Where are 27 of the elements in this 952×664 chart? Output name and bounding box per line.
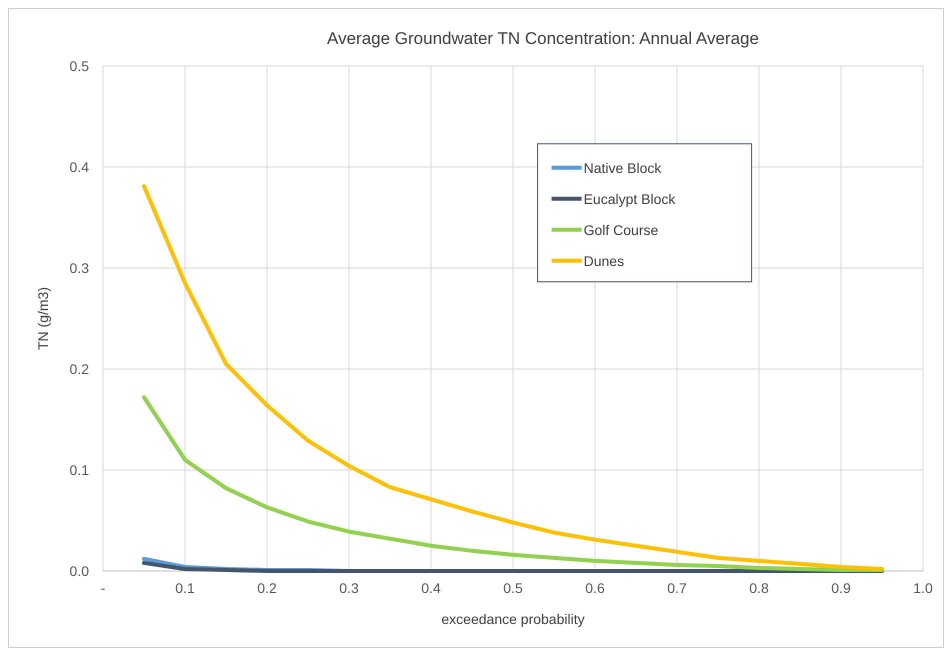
x-tick-label: 0.2 bbox=[257, 580, 277, 596]
line-series bbox=[142, 184, 884, 571]
x-tick-label: 0.5 bbox=[503, 580, 523, 596]
legend-label: Eucalypt Block bbox=[584, 190, 676, 207]
x-tick-label: - bbox=[100, 580, 106, 596]
text: 0.0 bbox=[70, 563, 89, 579]
line-series bbox=[142, 395, 884, 572]
legend-label: Native Block bbox=[584, 160, 662, 176]
x-axis-title: exceedance probability bbox=[441, 611, 585, 627]
y-tick-label: 0.5 bbox=[70, 58, 90, 74]
legend-label: Dunes bbox=[584, 252, 624, 269]
y-tick-label: 0.1 bbox=[70, 462, 90, 478]
y-tick-label: 0.2 bbox=[70, 361, 90, 377]
y-tick-label: 0.3 bbox=[70, 260, 90, 276]
x-tick-label: 0.7 bbox=[667, 580, 687, 596]
x-tick-label: 0.3 bbox=[339, 580, 359, 596]
y-tick-label: 0.4 bbox=[70, 159, 90, 175]
text: 1.0 bbox=[913, 580, 933, 596]
x-tick-label: 0.4 bbox=[421, 580, 441, 596]
line-series bbox=[142, 560, 884, 573]
x-tick-label: 0.1 bbox=[175, 580, 195, 596]
x-tick-label: 0.9 bbox=[831, 580, 851, 596]
y-axis-title: TN (g/m3) bbox=[35, 287, 51, 350]
legend-label: Golf Course bbox=[584, 222, 659, 238]
x-tick-label: 0.6 bbox=[585, 580, 605, 596]
x-tick-label: 0.8 bbox=[749, 580, 769, 596]
chart-title: Average Groundwater TN Concentration: Annual Average bbox=[327, 29, 759, 48]
